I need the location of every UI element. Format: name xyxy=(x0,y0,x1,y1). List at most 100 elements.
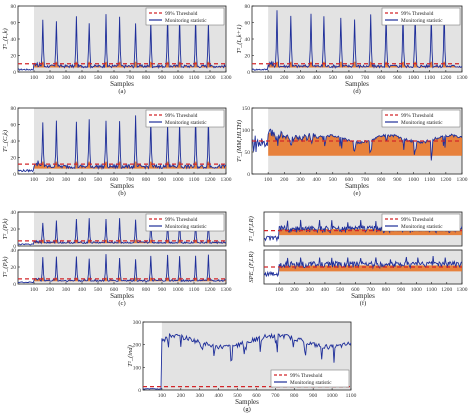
x-tick-label: 200 xyxy=(46,287,55,293)
x-tick-label: 800 xyxy=(142,177,151,183)
y-tick-label: 300 xyxy=(133,320,142,326)
legend-box xyxy=(145,7,225,26)
x-tick-label: 1300 xyxy=(457,75,468,81)
legend-statistic-label: Monitoring statistic xyxy=(401,18,443,24)
y-tick-label: 60 xyxy=(245,21,251,27)
y-tick-label: 100 xyxy=(133,365,142,371)
y-tick-label: 40 xyxy=(11,139,17,145)
panel-caption: (a) xyxy=(118,88,125,95)
x-tick-label: 800 xyxy=(382,287,391,293)
x-tick-label: 500 xyxy=(94,287,103,293)
x-tick-label: 700 xyxy=(366,287,375,293)
y-axis-label: T²_(ind) xyxy=(127,345,134,366)
y-axis-label: T²_(L,k) xyxy=(2,28,9,49)
series-band-f2 xyxy=(279,265,462,282)
x-axis-label: Samples xyxy=(351,292,375,300)
x-tick-label: 400 xyxy=(215,393,224,399)
x-tick-label: 1300 xyxy=(221,287,232,293)
legend-threshold-label: 99% Threshold xyxy=(165,11,198,17)
x-tick-label: 1200 xyxy=(205,75,216,81)
x-tick-label: 700 xyxy=(271,393,280,399)
x-tick-label: 200 xyxy=(290,287,299,293)
x-tick-label: 800 xyxy=(377,177,386,183)
x-tick-label: 1000 xyxy=(327,393,338,399)
y-tick-label: 0 xyxy=(13,282,16,288)
y-axis-label: T²_(F,LR) xyxy=(248,216,255,242)
x-tick-label: 500 xyxy=(336,287,345,293)
x-tick-label: 400 xyxy=(312,177,321,183)
y-axis-label: T²_(P,k) xyxy=(2,219,9,240)
x-tick-label: 800 xyxy=(290,393,299,399)
y-tick-label: 80 xyxy=(11,4,17,10)
legend-threshold-label: 99% Threshold xyxy=(401,11,434,17)
legend-box xyxy=(145,213,225,232)
x-tick-label: 900 xyxy=(158,75,167,81)
x-axis-label: Samples xyxy=(110,292,134,300)
y-tick-label: 0 xyxy=(247,172,250,178)
series-statistic-d xyxy=(252,9,462,71)
x-tick-label: 1000 xyxy=(173,75,184,81)
y-tick-label: 0 xyxy=(13,70,16,76)
x-tick-label: 200 xyxy=(46,177,55,183)
chart-panel-d: 0 20 40 60 80 100 200 300 400 500 600 700 800 900 1000… xyxy=(236,4,468,95)
x-tick-label: 400 xyxy=(78,177,87,183)
x-tick-label: 1000 xyxy=(408,75,419,81)
x-tick-label: 600 xyxy=(252,393,261,399)
y-tick-label: 0 xyxy=(13,244,16,250)
y-tick-label: 40 xyxy=(11,210,17,216)
x-tick-label: 200 xyxy=(280,75,289,81)
y-axis-label: SPE_(F,LR) xyxy=(248,251,255,282)
panel-caption: (d) xyxy=(353,88,361,95)
y-tick-label: 60 xyxy=(11,21,17,27)
panel-caption: (e) xyxy=(353,190,360,197)
legend-statistic-label: Monitoring statistic xyxy=(401,224,443,230)
x-tick-label: 300 xyxy=(306,287,315,293)
x-tick-label: 200 xyxy=(46,75,55,81)
x-tick-label: 600 xyxy=(345,75,354,81)
x-tick-label: 1200 xyxy=(440,177,451,183)
x-tick-label: 900 xyxy=(393,177,402,183)
y-axis-label: T²_(C,k) xyxy=(2,130,9,152)
x-tick-label: 1000 xyxy=(408,177,419,183)
x-tick-label: 700 xyxy=(361,177,370,183)
y-tick-label: 150 xyxy=(242,106,251,112)
chart-panel-a: 0 20 40 60 80 100 200 300 400 500 600 700 800 900 1000… xyxy=(2,4,232,95)
x-tick-label: 100 xyxy=(30,177,39,183)
x-tick-label: 500 xyxy=(329,75,338,81)
x-tick-label: 1100 xyxy=(189,287,200,293)
x-tick-label: 1100 xyxy=(189,177,200,183)
x-tick-label: 1100 xyxy=(189,75,200,81)
x-tick-label: 1100 xyxy=(424,177,435,183)
x-tick-label: 300 xyxy=(62,177,71,183)
x-tick-label: 600 xyxy=(110,177,119,183)
x-tick-label: 700 xyxy=(126,177,135,183)
panel-caption: (g) xyxy=(243,406,251,413)
x-tick-label: 300 xyxy=(62,287,71,293)
y-tick-label: 60 xyxy=(11,123,17,129)
x-tick-label: 500 xyxy=(94,75,103,81)
y-tick-label: 20 xyxy=(11,54,17,60)
x-axis-label: Samples xyxy=(110,182,134,190)
x-axis-label: Samples xyxy=(345,80,369,88)
x-tick-label: 1300 xyxy=(221,75,232,81)
chart-panel-b: 0 20 40 60 80 100 200 300 400 500 600 700 800 900 1000… xyxy=(2,106,232,197)
panel-caption: (b) xyxy=(118,190,126,197)
y-tick-label: 0 xyxy=(13,172,16,178)
x-tick-label: 1200 xyxy=(205,287,216,293)
x-tick-label: 300 xyxy=(196,393,205,399)
x-tick-label: 900 xyxy=(393,75,402,81)
x-tick-label: 1300 xyxy=(221,177,232,183)
legend-threshold-label: 99% Threshold xyxy=(165,217,198,223)
x-tick-label: 1200 xyxy=(205,177,216,183)
legend-threshold-label: 99% Threshold xyxy=(290,373,323,379)
x-tick-label: 900 xyxy=(158,177,167,183)
legend-statistic-label: Monitoring statistic xyxy=(401,120,443,126)
legend-statistic-label: Monitoring statistic xyxy=(165,18,207,24)
x-tick-label: 100 xyxy=(275,287,284,293)
